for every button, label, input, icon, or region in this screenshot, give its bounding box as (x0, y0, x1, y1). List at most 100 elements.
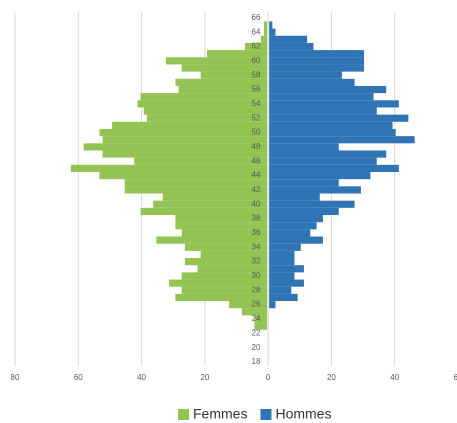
bar (181, 286, 268, 294)
y-tick-label: 62 (252, 42, 261, 51)
bar (269, 35, 308, 43)
bar (269, 286, 292, 294)
bar (153, 200, 268, 208)
y-tick-label: 36 (252, 228, 261, 237)
bar (269, 57, 365, 65)
bar (269, 193, 320, 201)
bar (269, 250, 295, 259)
x-tick-label: 20 (327, 373, 336, 382)
bar (102, 136, 268, 144)
y-tick-label: 54 (252, 99, 261, 108)
bar (269, 301, 276, 309)
x-tick-label: 20 (200, 373, 209, 382)
bar (175, 222, 268, 230)
bar (200, 250, 268, 259)
bar (146, 114, 268, 122)
bar (263, 28, 268, 36)
y-tick-label: 18 (252, 357, 261, 366)
bar (175, 78, 268, 86)
y-tick-label: 56 (252, 85, 261, 94)
bar (124, 179, 268, 187)
bar (134, 157, 268, 165)
bar (269, 207, 339, 216)
bar (143, 107, 268, 115)
bar (181, 229, 268, 237)
bar (263, 21, 268, 29)
bar (83, 143, 268, 151)
bar (229, 301, 268, 309)
y-tick-label: 42 (252, 185, 261, 194)
bar (156, 236, 268, 244)
bar (269, 121, 393, 129)
bar (269, 21, 273, 29)
bar (112, 121, 268, 129)
y-tick-label: 46 (252, 156, 261, 165)
bar (269, 136, 415, 144)
bar (269, 100, 399, 108)
bar (140, 207, 268, 216)
bar (169, 279, 268, 287)
bar (269, 150, 387, 158)
bar (70, 164, 268, 172)
bar (241, 308, 268, 316)
y-tick-label: 48 (252, 142, 261, 151)
bar (269, 236, 323, 244)
legend-swatch (260, 409, 272, 420)
y-tick-label: 22 (252, 328, 261, 337)
bar (175, 215, 268, 223)
bar (181, 272, 268, 280)
y-tick-label: 32 (252, 257, 261, 266)
bar (178, 85, 268, 94)
bar (269, 93, 374, 101)
bar (260, 35, 268, 43)
bar (269, 265, 304, 273)
bar (254, 315, 268, 323)
bar (175, 293, 268, 302)
bar (207, 50, 268, 58)
bar (269, 128, 396, 137)
y-tick-label: 60 (252, 56, 261, 65)
bar (269, 28, 276, 36)
x-tick-label: 60 (454, 373, 457, 382)
bar (269, 78, 355, 86)
x-tick-label: 40 (390, 373, 399, 382)
bar (184, 258, 268, 266)
bar (269, 200, 355, 208)
y-tick-label: 40 (252, 199, 261, 208)
bar (197, 265, 268, 273)
y-tick-label: 20 (252, 343, 261, 352)
x-tick-label: 40 (137, 373, 146, 382)
bar (102, 150, 268, 158)
y-tick-label: 26 (252, 300, 261, 309)
bar (269, 171, 371, 180)
bar (269, 164, 399, 172)
x-tick-label: 60 (74, 373, 83, 382)
y-tick-label: 52 (252, 113, 261, 122)
bar (269, 215, 323, 223)
x-tick-label: 0 (266, 373, 271, 382)
bar (269, 107, 377, 115)
bar (137, 100, 268, 108)
legend-label: Femmes (193, 406, 247, 422)
bar (269, 64, 365, 72)
y-tick-label: 38 (252, 214, 261, 223)
bar (269, 272, 295, 280)
bar (269, 186, 361, 194)
bar (269, 243, 301, 251)
legend-swatch (178, 409, 189, 420)
y-tick-label: 66 (252, 13, 261, 22)
bar (269, 157, 377, 165)
bar (200, 71, 268, 79)
bar (269, 222, 317, 230)
y-tick-label: 64 (252, 27, 261, 36)
bar (124, 186, 268, 194)
x-tick-label: 80 (11, 373, 20, 382)
bar (181, 64, 268, 72)
bar (269, 50, 365, 58)
y-tick-label: 30 (252, 271, 261, 280)
bar (269, 279, 304, 287)
y-tick-label: 28 (252, 285, 261, 294)
bar (162, 193, 268, 201)
bar (269, 114, 409, 122)
